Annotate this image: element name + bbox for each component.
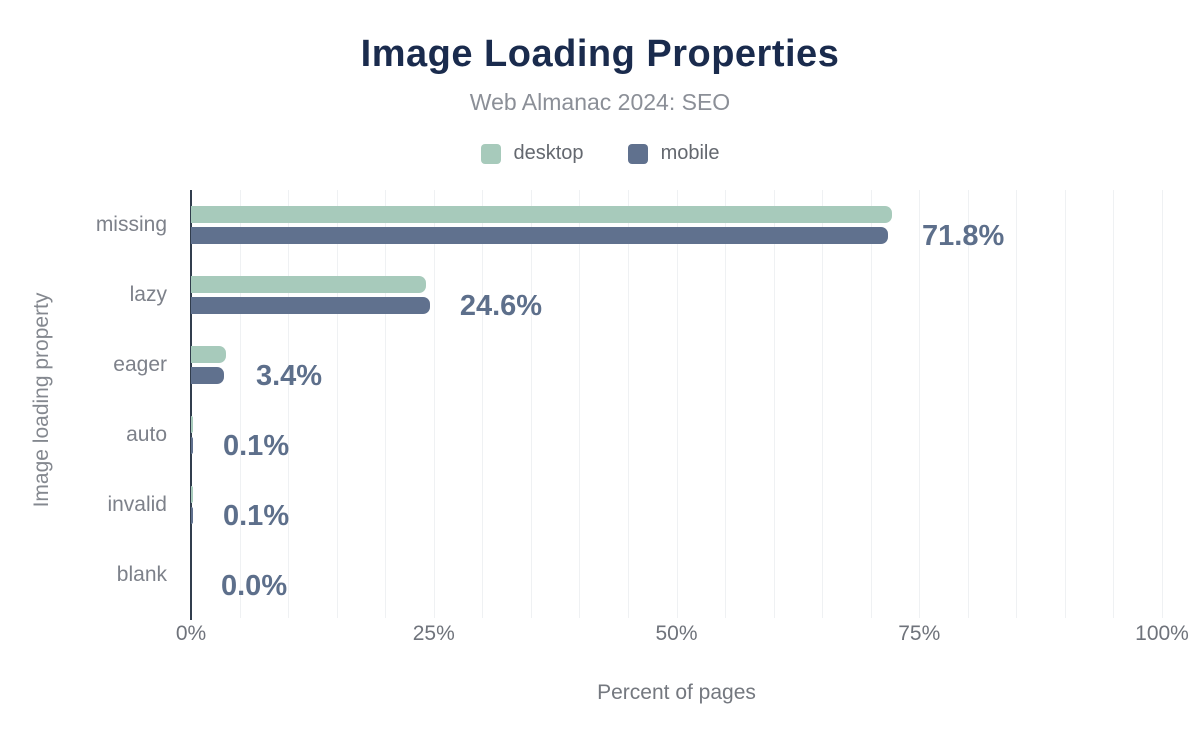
mobile-swatch-icon: [627, 143, 648, 164]
gridline: [336, 190, 338, 618]
plot-area: 71.8% 24.6% 3.4% 0.1% 0.1% 0.0%: [190, 190, 1163, 620]
x-tick-label: 75%: [898, 622, 941, 645]
gridline: [725, 190, 727, 618]
chart-row: 0.1%: [191, 400, 1162, 470]
chart-title: Image Loading Properties: [360, 33, 840, 75]
gridline: [676, 190, 678, 618]
category-axis: missing lazy eager auto invalid blank: [0, 190, 179, 610]
desktop-bar[interactable]: [191, 416, 193, 433]
chart-row: 0.0%: [191, 540, 1162, 610]
gridline: [385, 190, 387, 618]
legend-label-desktop: desktop: [513, 142, 584, 164]
value-label: 0.1%: [223, 430, 290, 462]
gridline: [482, 190, 484, 618]
desktop-swatch-icon: [480, 143, 501, 164]
mobile-bar[interactable]: [191, 367, 224, 384]
x-tick-label: 50%: [655, 622, 698, 645]
gridline: [530, 190, 532, 618]
gridline: [773, 190, 775, 618]
mobile-bar[interactable]: [191, 297, 430, 314]
gridline: [1016, 190, 1018, 618]
value-label: 24.6%: [459, 290, 543, 322]
desktop-bar[interactable]: [191, 206, 893, 223]
desktop-bar[interactable]: [191, 276, 426, 293]
gridline: [822, 190, 824, 618]
mobile-bar[interactable]: [191, 227, 889, 244]
gridline: [967, 190, 969, 618]
x-tick-label: 100%: [1135, 622, 1189, 645]
x-axis-title: Percent of pages: [597, 681, 756, 704]
gridline: [579, 190, 581, 618]
gridline: [627, 190, 629, 618]
chart-subtitle: Web Almanac 2024: SEO: [469, 89, 731, 115]
gridline: [1064, 190, 1066, 618]
legend: desktop mobile: [0, 142, 1200, 165]
y-axis-line: [190, 190, 192, 620]
legend-item-desktop[interactable]: desktop: [480, 142, 584, 165]
gridline: [288, 190, 290, 618]
gridline: [870, 190, 872, 618]
chart-row: 24.6%: [191, 260, 1162, 330]
gridline: [239, 190, 241, 618]
gridline: [1162, 190, 1163, 618]
value-label: 0.0%: [221, 570, 288, 602]
legend-label-mobile: mobile: [660, 142, 720, 164]
chart-row: 3.4%: [191, 330, 1162, 400]
chart-row: 71.8%: [191, 190, 1162, 260]
category-label: lazy: [129, 283, 167, 306]
category-label: missing: [95, 213, 167, 236]
category-label: blank: [116, 563, 167, 586]
legend-item-mobile[interactable]: mobile: [627, 142, 720, 165]
category-label: invalid: [107, 493, 167, 516]
desktop-bar[interactable]: [191, 486, 193, 503]
gridline: [919, 190, 921, 618]
desktop-bar[interactable]: [191, 346, 226, 363]
category-label: auto: [126, 423, 167, 446]
value-label: 71.8%: [922, 220, 1005, 252]
chart-row: 0.1%: [191, 470, 1162, 540]
x-tick-label: 0%: [175, 622, 207, 645]
gridline: [433, 190, 435, 618]
gridline: [1113, 190, 1115, 618]
value-label: 3.4%: [255, 360, 323, 392]
value-label: 0.1%: [223, 500, 290, 532]
x-tick-label: 25%: [412, 622, 455, 645]
mobile-bar[interactable]: [191, 437, 193, 454]
mobile-bar[interactable]: [191, 507, 193, 524]
category-label: eager: [113, 353, 167, 376]
